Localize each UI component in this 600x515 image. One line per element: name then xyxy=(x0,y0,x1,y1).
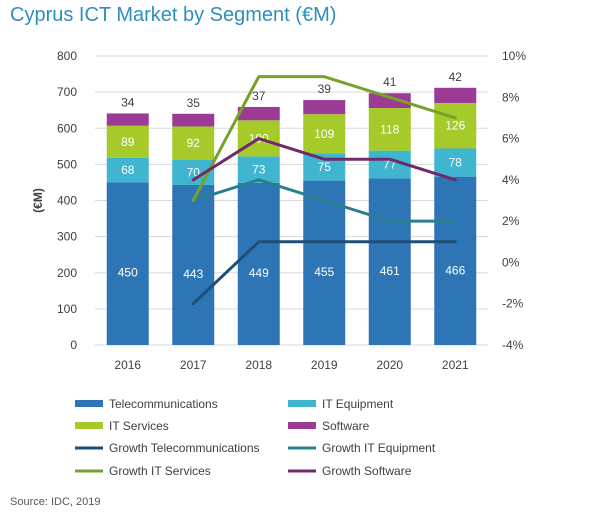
bar xyxy=(434,176,477,345)
bar xyxy=(368,93,411,109)
legend-label: IT Equipment xyxy=(322,397,394,411)
y2-tick-label: 6% xyxy=(502,132,520,146)
bar xyxy=(303,180,346,345)
data-label: 37 xyxy=(252,89,266,103)
y2-tick-label: 0% xyxy=(502,255,520,269)
data-label: 92 xyxy=(187,136,201,150)
bar xyxy=(237,106,280,121)
data-label: 75 xyxy=(318,160,332,174)
growth-line xyxy=(191,75,457,202)
data-label: 78 xyxy=(449,156,463,170)
bar xyxy=(106,113,149,126)
data-label: 68 xyxy=(121,163,135,177)
bar xyxy=(106,157,149,183)
data-label: 126 xyxy=(445,119,465,133)
data-label: 89 xyxy=(121,135,135,149)
legend-swatch xyxy=(75,400,103,407)
data-label: 109 xyxy=(314,127,334,141)
data-label: 118 xyxy=(380,122,399,136)
grid xyxy=(95,55,488,346)
legend-swatch xyxy=(288,422,316,429)
growth-line xyxy=(191,178,457,223)
legend-label: Software xyxy=(322,419,370,433)
y-tick-label: 200 xyxy=(57,266,77,280)
y2-tick-label: 2% xyxy=(502,214,520,228)
bar xyxy=(434,102,477,149)
x-tick-label: 2019 xyxy=(311,358,338,372)
chart-title: Cyprus ICT Market by Segment (€M) xyxy=(10,4,337,26)
bar xyxy=(434,87,477,103)
legend-swatch xyxy=(288,400,316,407)
data-label: 39 xyxy=(318,82,332,96)
axes: 0 100 200 300 400 500 600 700 800 -4% -2% 0% 2% 4% 6% 8… xyxy=(31,49,526,372)
legend-label: Growth Software xyxy=(322,464,412,478)
y-axis-label: (€M) xyxy=(31,188,45,213)
y-tick-label: 300 xyxy=(57,230,77,244)
growth-line xyxy=(191,137,457,182)
data-label: 35 xyxy=(187,96,201,110)
bar xyxy=(106,125,149,158)
bar xyxy=(303,100,346,115)
data-label: 42 xyxy=(449,70,463,84)
y-tick-label: 800 xyxy=(57,49,77,63)
bar xyxy=(172,113,215,127)
data-label: 455 xyxy=(314,265,334,279)
data-label: 41 xyxy=(383,75,397,89)
x-tick-label: 2020 xyxy=(376,358,403,372)
data-label: 34 xyxy=(121,95,135,109)
legend-label: Growth IT Equipment xyxy=(322,441,436,455)
data-label: 70 xyxy=(187,165,201,179)
legend-swatch xyxy=(75,422,103,429)
y2-tick-label: -2% xyxy=(502,297,524,311)
y2-tick-label: -4% xyxy=(502,338,524,352)
x-tick-label: 2016 xyxy=(114,358,141,372)
legend-label: Telecommunications xyxy=(109,397,218,411)
bar xyxy=(434,148,477,177)
y2-tick-label: 8% xyxy=(502,90,520,104)
data-label: 450 xyxy=(118,266,138,280)
data-label: 466 xyxy=(445,263,465,277)
data-label: 461 xyxy=(380,264,400,278)
y-tick-label: 600 xyxy=(57,121,77,135)
data-label: 449 xyxy=(249,266,269,280)
bar xyxy=(172,184,215,345)
growth-lines xyxy=(191,75,457,306)
data-label: 443 xyxy=(183,267,203,281)
legend: Telecommunications IT Equipment IT Service… xyxy=(75,397,436,478)
legend-label: Growth Telecommunications xyxy=(109,441,260,455)
bar xyxy=(237,182,280,345)
y-tick-label: 100 xyxy=(57,302,77,316)
bar xyxy=(303,114,346,154)
growth-line xyxy=(191,240,457,306)
y-tick-label: 700 xyxy=(57,85,77,99)
legend-label: IT Services xyxy=(109,419,169,433)
bar xyxy=(172,126,215,160)
bar xyxy=(106,182,149,345)
x-tick-label: 2017 xyxy=(180,358,207,372)
source-note: Source: IDC, 2019 xyxy=(10,496,101,508)
data-label: 73 xyxy=(252,163,266,177)
bar xyxy=(368,178,411,345)
y-tick-label: 400 xyxy=(57,194,77,208)
x-tick-label: 2018 xyxy=(245,358,272,372)
legend-label: Growth IT Services xyxy=(109,464,211,478)
bar xyxy=(368,108,411,151)
x-tick-label: 2021 xyxy=(442,358,469,372)
y-tick-label: 500 xyxy=(57,157,77,171)
y-tick-label: 0 xyxy=(70,338,77,352)
bars xyxy=(106,87,477,345)
y2-tick-label: 10% xyxy=(502,49,526,63)
y2-tick-label: 4% xyxy=(502,173,520,187)
